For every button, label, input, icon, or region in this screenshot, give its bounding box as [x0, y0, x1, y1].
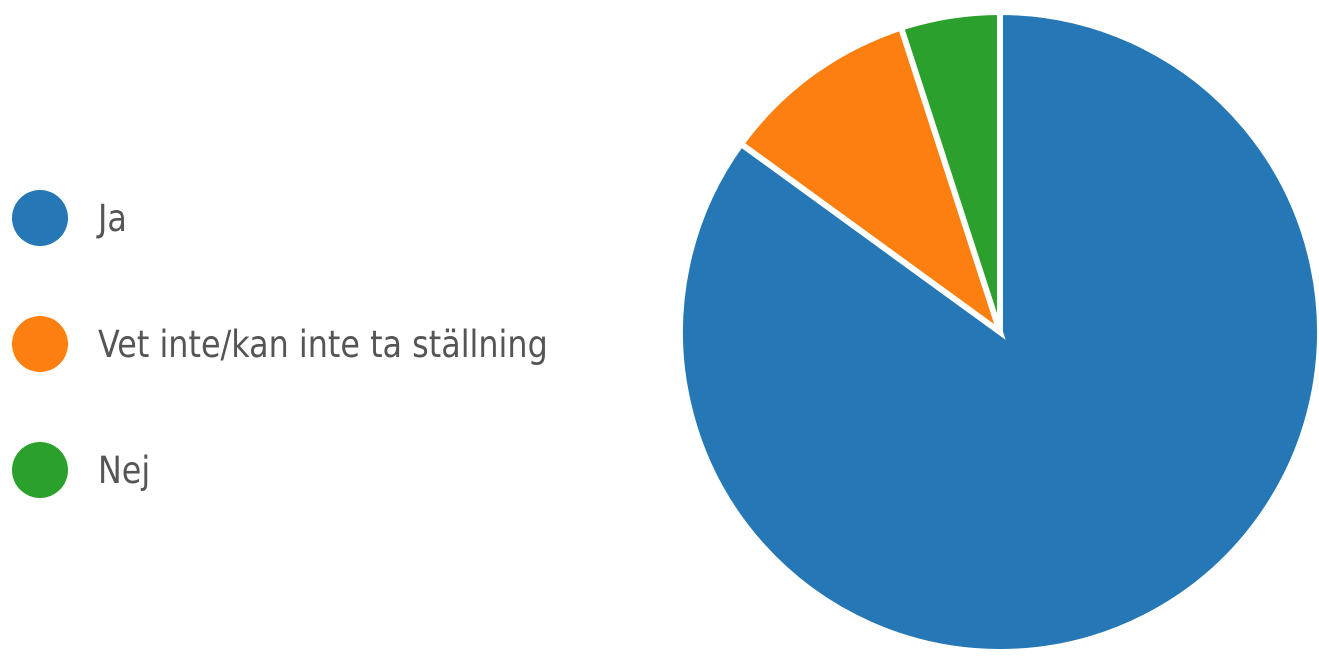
- legend-item-ja: Ja: [12, 186, 621, 250]
- pie-slice-vet-inte: [736, 23, 1006, 340]
- pie-plot: [680, 8, 1319, 655]
- legend-label-ja: Ja: [98, 196, 127, 240]
- legend-swatch-vet-inte: [12, 316, 68, 372]
- legend-swatch-ja: [12, 190, 68, 246]
- legend-item-nej: Nej: [12, 438, 621, 502]
- legend-item-vet-inte: Vet inte/kan inte ta ställning: [12, 312, 621, 376]
- legend-label-vet-inte: Vet inte/kan inte ta ställning: [98, 322, 548, 366]
- pie-slice-nej: [897, 8, 1003, 333]
- legend-label-nej: Nej: [98, 448, 151, 492]
- legend-swatch-nej: [12, 442, 68, 498]
- legend: Ja Vet inte/kan inte ta ställning Nej: [12, 186, 621, 502]
